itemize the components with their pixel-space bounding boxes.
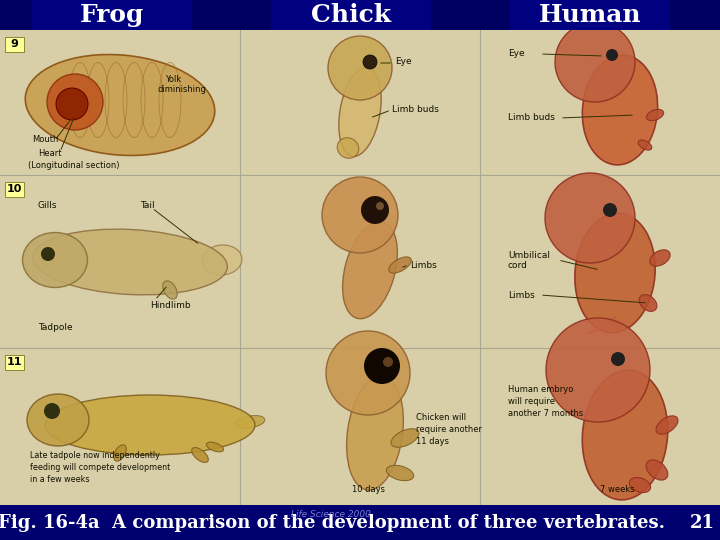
Text: Umbilical: Umbilical — [508, 251, 550, 260]
Ellipse shape — [163, 281, 177, 299]
Ellipse shape — [235, 416, 265, 428]
Text: Fig. 16-4a  A comparison of the development of three vertebrates.: Fig. 16-4a A comparison of the developme… — [0, 514, 665, 531]
Circle shape — [326, 331, 410, 415]
Ellipse shape — [389, 257, 411, 273]
Ellipse shape — [27, 394, 89, 446]
Circle shape — [364, 348, 400, 384]
Ellipse shape — [346, 376, 403, 490]
Circle shape — [361, 196, 389, 224]
FancyBboxPatch shape — [4, 181, 24, 197]
Ellipse shape — [582, 55, 657, 165]
Text: Limb buds: Limb buds — [392, 105, 439, 114]
Ellipse shape — [575, 213, 655, 333]
Ellipse shape — [32, 229, 228, 295]
Circle shape — [546, 318, 650, 422]
Circle shape — [47, 74, 103, 130]
Ellipse shape — [391, 429, 419, 447]
Ellipse shape — [387, 465, 414, 481]
Circle shape — [363, 55, 377, 69]
Text: Frog: Frog — [79, 3, 144, 27]
Circle shape — [611, 352, 625, 366]
Text: cord: cord — [508, 260, 528, 269]
Text: Human: Human — [539, 3, 642, 27]
Text: in a few weeks: in a few weeks — [30, 475, 89, 483]
Ellipse shape — [638, 140, 652, 150]
Ellipse shape — [582, 370, 667, 500]
Ellipse shape — [192, 448, 208, 462]
Text: diminishing: diminishing — [158, 84, 207, 93]
Text: 21: 21 — [690, 514, 714, 531]
Ellipse shape — [25, 55, 215, 156]
Text: Gills: Gills — [38, 200, 58, 210]
Ellipse shape — [650, 250, 670, 266]
Text: Hindlimb: Hindlimb — [150, 300, 191, 309]
FancyBboxPatch shape — [4, 37, 24, 51]
Bar — [0, 505, 720, 540]
Text: 11: 11 — [6, 357, 22, 367]
Ellipse shape — [22, 233, 88, 287]
Text: Heart: Heart — [38, 148, 61, 158]
Bar — [271, 0, 431, 30]
Text: (Longitudinal section): (Longitudinal section) — [28, 160, 120, 170]
Text: Human embryo: Human embryo — [508, 386, 573, 395]
Circle shape — [545, 173, 635, 263]
Text: Tail: Tail — [140, 200, 155, 210]
Text: require another: require another — [416, 426, 482, 435]
Circle shape — [41, 247, 55, 261]
Ellipse shape — [207, 442, 224, 452]
Text: Mouth: Mouth — [32, 136, 58, 145]
Text: Tadpole: Tadpole — [38, 323, 73, 333]
Text: feeding will compete development: feeding will compete development — [30, 462, 170, 471]
FancyBboxPatch shape — [4, 354, 24, 369]
Bar — [32, 0, 192, 30]
Text: 9: 9 — [10, 39, 18, 49]
Bar — [510, 0, 670, 30]
Circle shape — [555, 22, 635, 102]
Circle shape — [322, 177, 398, 253]
Circle shape — [44, 403, 60, 419]
Circle shape — [383, 357, 393, 367]
Text: Life Science 2000: Life Science 2000 — [292, 510, 371, 519]
Text: Limbs: Limbs — [410, 260, 437, 269]
Text: Late tadpole now independently: Late tadpole now independently — [30, 450, 160, 460]
Ellipse shape — [337, 138, 359, 158]
Ellipse shape — [202, 245, 242, 275]
Ellipse shape — [339, 68, 381, 157]
Bar — [0, 0, 720, 30]
Ellipse shape — [656, 416, 678, 434]
Circle shape — [328, 36, 392, 100]
Ellipse shape — [647, 110, 664, 120]
Text: 10 days: 10 days — [352, 485, 385, 495]
Text: Limb buds: Limb buds — [508, 113, 555, 123]
Text: Chicken will: Chicken will — [416, 414, 466, 422]
Text: another 7 months: another 7 months — [508, 409, 583, 418]
Circle shape — [56, 88, 88, 120]
Text: Yolk: Yolk — [165, 76, 181, 84]
Ellipse shape — [646, 460, 668, 480]
Text: will require: will require — [508, 397, 555, 407]
Circle shape — [606, 49, 618, 61]
Text: 11 days: 11 days — [416, 437, 449, 447]
Ellipse shape — [343, 221, 397, 319]
Text: Eye: Eye — [508, 49, 525, 57]
Ellipse shape — [114, 445, 126, 461]
Ellipse shape — [629, 477, 651, 492]
Circle shape — [376, 202, 384, 210]
Text: 7 weeks: 7 weeks — [600, 485, 634, 495]
Text: Chick: Chick — [311, 3, 392, 27]
Text: Eye: Eye — [395, 57, 412, 66]
Text: 10: 10 — [6, 184, 22, 194]
Ellipse shape — [639, 295, 657, 312]
Text: Limbs: Limbs — [508, 291, 535, 300]
Circle shape — [603, 203, 617, 217]
Ellipse shape — [45, 395, 255, 455]
